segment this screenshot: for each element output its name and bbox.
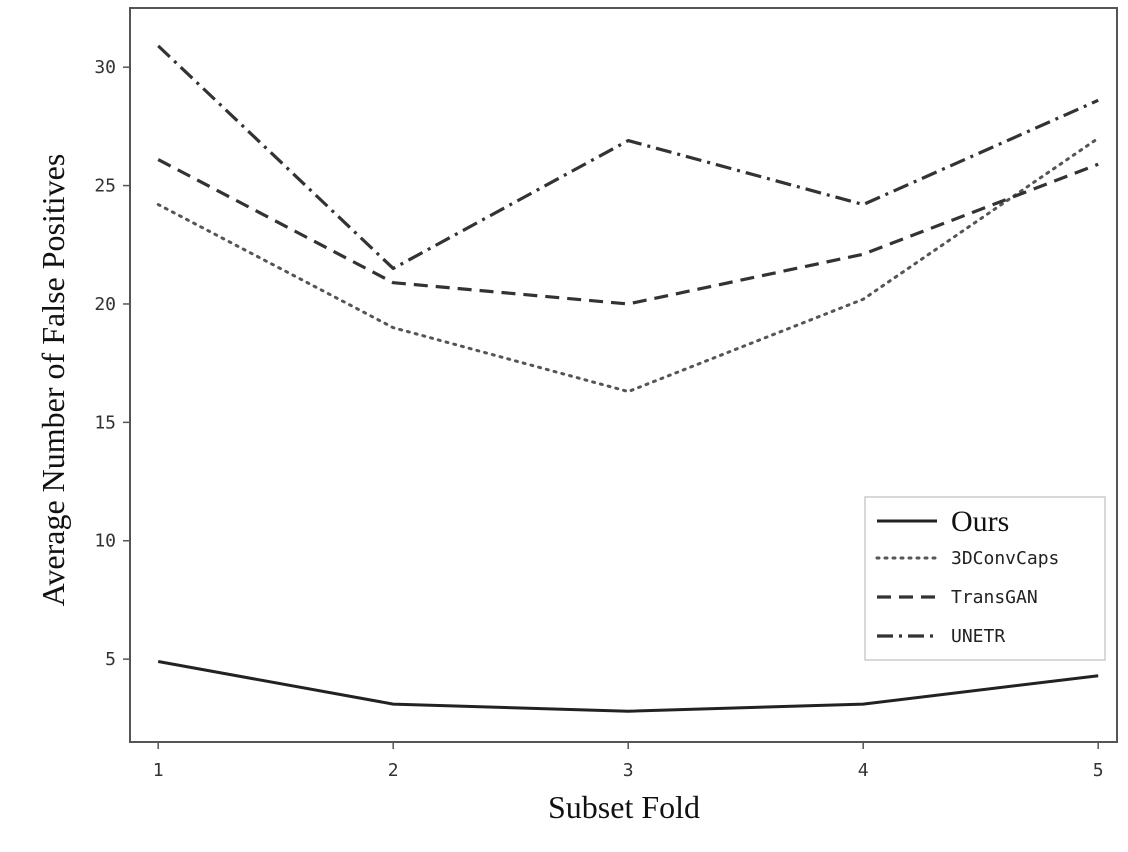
legend-items: Ours 3DConvCaps TransGAN UNETR	[875, 505, 1059, 647]
series-line-ours	[157, 660, 1099, 713]
x-axis-ticks: 1 2 3 4 5	[153, 742, 1104, 781]
legend-label-3dconvcaps: 3DConvCaps	[951, 548, 1059, 569]
x-tick-label: 2	[388, 760, 399, 781]
y-tick-label: 20	[94, 294, 116, 315]
x-tick-label: 4	[858, 760, 869, 781]
legend-label-transgan: TransGAN	[951, 587, 1038, 608]
y-tick-label: 10	[94, 531, 116, 552]
legend-label-ours: Ours	[951, 505, 1009, 538]
y-tick-label: 15	[94, 412, 116, 433]
y-axis-title: Average Number of False Positives	[35, 154, 71, 607]
series-line-3dconvcaps	[156, 136, 1100, 394]
legend-label-unetr: UNETR	[951, 626, 1005, 647]
x-tick-label: 1	[153, 760, 164, 781]
series-lines	[156, 44, 1100, 713]
legend-box	[864, 496, 1106, 661]
y-tick-label: 25	[94, 176, 116, 197]
y-tick-label: 30	[94, 57, 116, 78]
series-line-transgan	[157, 158, 1099, 306]
x-tick-label: 3	[623, 760, 634, 781]
y-axis-ticks: 5 10 15 20 25 30	[94, 57, 130, 670]
x-tick-label: 5	[1093, 760, 1104, 781]
y-tick-label: 5	[105, 649, 116, 670]
legend: Ours 3DConvCaps TransGAN UNETR	[864, 496, 1106, 661]
series-line-unetr	[157, 44, 1099, 271]
x-axis-title: Subset Fold	[548, 789, 700, 825]
